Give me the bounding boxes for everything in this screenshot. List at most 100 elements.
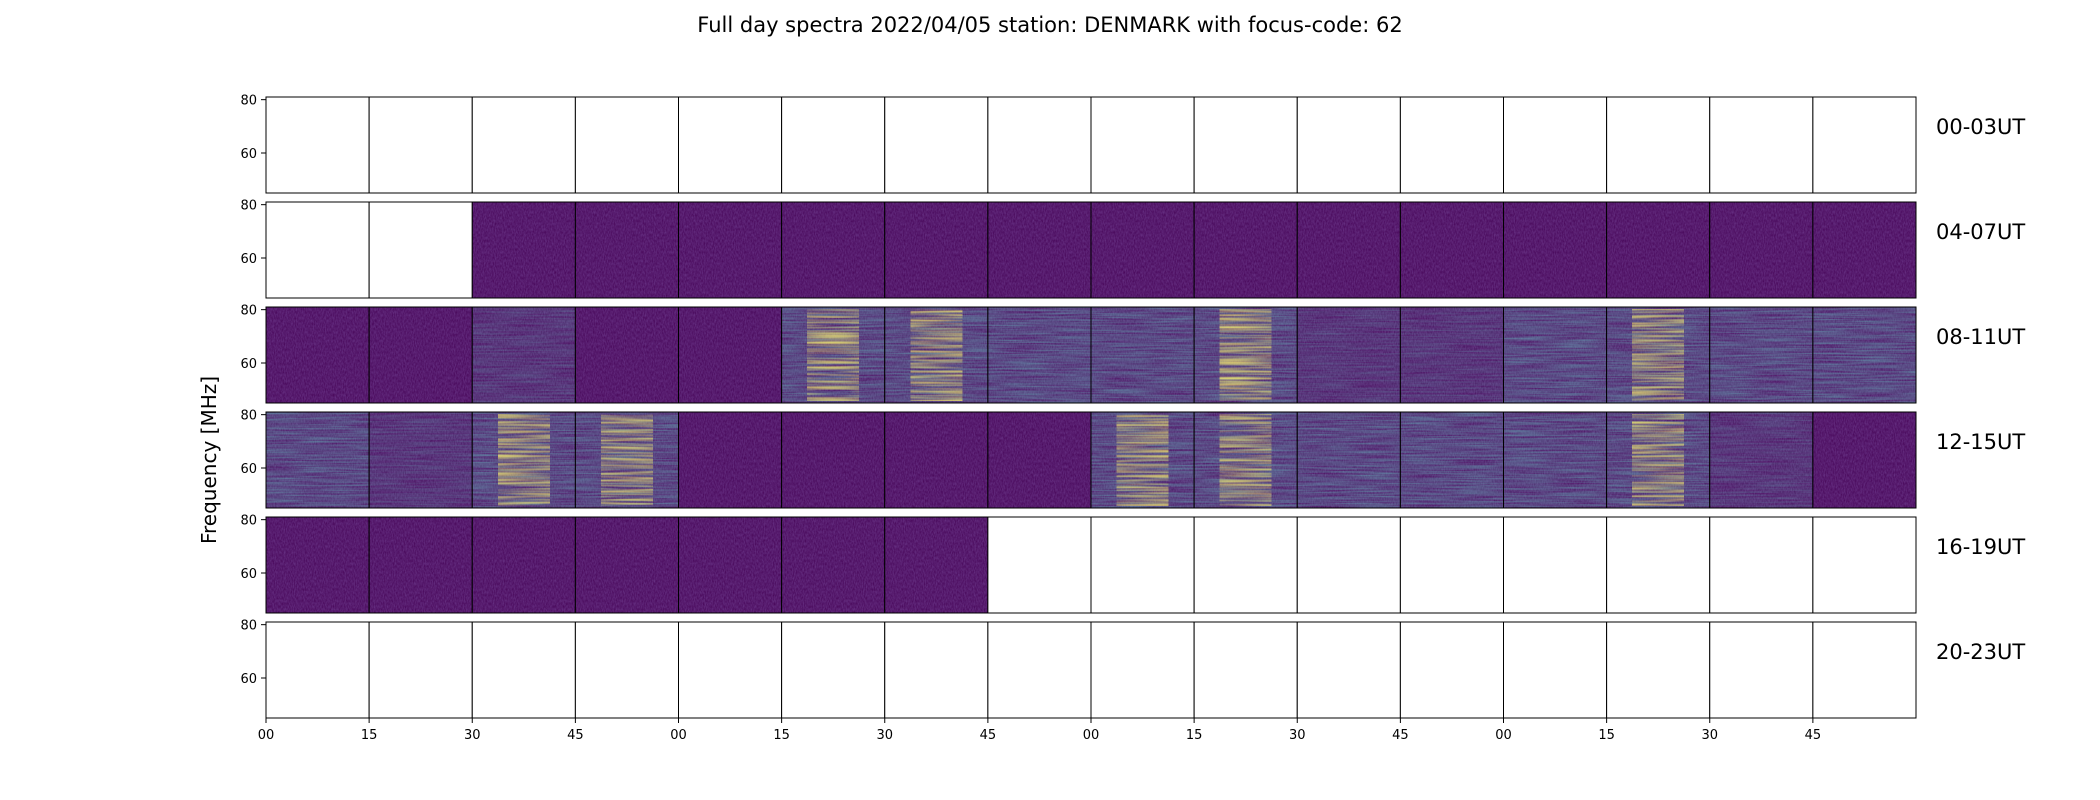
panel-burst — [1116, 414, 1169, 506]
spectrum-panel — [471, 516, 576, 614]
spectrum-panel — [1606, 411, 1711, 509]
spectrum-panel — [1090, 96, 1195, 194]
x-tick-label: 00 — [1083, 728, 1100, 743]
empty-panel — [1812, 622, 1916, 718]
spectrum-panel — [1296, 96, 1401, 194]
spectrum-panel — [1503, 516, 1608, 614]
row-label: 00-03UT — [1936, 115, 2025, 139]
panel-noise — [369, 517, 473, 613]
empty-panel — [1606, 97, 1710, 193]
panel-noise — [266, 307, 370, 403]
chart-title: Full day spectra 2022/04/05 station: DEN… — [697, 13, 1402, 37]
spectrum-panel — [884, 96, 989, 194]
x-tick-label: 45 — [1392, 728, 1409, 743]
y-tick-label: 60 — [240, 252, 257, 267]
spectrum-panel — [1812, 621, 1917, 719]
empty-panel — [678, 97, 782, 193]
empty-panel — [1503, 517, 1607, 613]
panel-frame — [1812, 621, 1917, 719]
spectrum-panel — [1709, 516, 1814, 614]
panel-noise — [678, 202, 782, 298]
y-tick-label: 60 — [240, 462, 257, 477]
empty-panel — [575, 622, 679, 718]
spectrum-panel — [265, 516, 370, 614]
panel-noise — [884, 517, 988, 613]
spectrum-panel — [884, 411, 989, 509]
spectrum-panel — [678, 516, 783, 614]
spectrum-panel — [574, 621, 679, 719]
y-tick-label: 80 — [240, 199, 257, 214]
spectrum-panel — [471, 201, 576, 299]
empty-panel — [369, 622, 473, 718]
empty-panel — [1400, 97, 1504, 193]
spectrum-panel — [1606, 621, 1711, 719]
x-axis: 00 15 30 45 00 15 30 45 00 15 30 45 00 15 30 45 — [258, 718, 1821, 743]
empty-panel — [1297, 622, 1401, 718]
empty-panel — [472, 97, 576, 193]
spectrum-panel — [1812, 201, 1917, 299]
empty-panel — [987, 97, 1091, 193]
y-axis-label: Frequency [MHz] — [197, 376, 221, 544]
panel-bands — [1297, 412, 1401, 508]
y-tick-label: 80 — [240, 304, 257, 319]
row-12-15UT: 80 60 12-15UT — [240, 409, 2025, 509]
spectrum-panel — [781, 96, 886, 194]
empty-panel — [987, 517, 1091, 613]
spectrum-panel — [1399, 306, 1504, 404]
x-tick-label: 30 — [876, 728, 893, 743]
panel-noise — [987, 412, 1091, 508]
spectrum-panel — [1606, 201, 1711, 299]
spectrum-panel — [1193, 516, 1298, 614]
panel-bands — [1503, 307, 1607, 403]
empty-panel — [1709, 622, 1813, 718]
panel-bands — [1400, 307, 1504, 403]
spectrum-panel — [1399, 96, 1504, 194]
empty-panel — [1194, 517, 1298, 613]
panel-bands — [1400, 412, 1504, 508]
row-label: 12-15UT — [1936, 430, 2025, 454]
spectrum-panel — [1296, 201, 1401, 299]
x-tick-label: 00 — [1495, 728, 1512, 743]
row-08-11UT: 80 60 08-11UT — [240, 304, 2025, 404]
spectrum-panel — [368, 306, 473, 404]
panel-noise — [781, 517, 885, 613]
x-tick-label: 15 — [1598, 728, 1615, 743]
panel-noise — [1194, 202, 1298, 298]
panel-noise — [1297, 202, 1401, 298]
empty-panel — [1812, 517, 1916, 613]
empty-panel — [1297, 97, 1401, 193]
empty-panel — [369, 202, 473, 298]
panel-frame — [1812, 306, 1917, 404]
empty-panel — [884, 622, 988, 718]
spectrum-panel — [781, 201, 886, 299]
spectrum-panel — [987, 621, 1092, 719]
spectrum-panel — [1090, 201, 1195, 299]
panel-noise — [472, 202, 576, 298]
panel-noise — [1091, 202, 1195, 298]
panel-noise — [575, 307, 679, 403]
empty-panel — [266, 622, 370, 718]
empty-panel — [1709, 517, 1813, 613]
spectrum-panel — [368, 411, 473, 509]
panel-noise — [781, 412, 885, 508]
x-tick-label: 45 — [1805, 728, 1822, 743]
spectrum-panel — [678, 621, 783, 719]
empty-panel — [1606, 622, 1710, 718]
y-tick-label: 80 — [240, 94, 257, 109]
spectrum-panel — [471, 306, 576, 404]
spectrum-panel — [678, 96, 783, 194]
spectrum-panel — [781, 621, 886, 719]
spectrum-panel — [884, 516, 989, 614]
spectrum-panel — [1503, 96, 1608, 194]
panel-noise — [678, 307, 782, 403]
panel-noise — [987, 202, 1091, 298]
spectrum-panel — [781, 306, 886, 404]
empty-panel — [884, 97, 988, 193]
row-20-23UT: 80 60 20-23UT — [240, 619, 2025, 719]
spectrum-panel — [1296, 621, 1401, 719]
panel-rows: 80 60 00-03UT 80 60 04-07UT 80 60 08-11UT 80 60 12-… — [240, 94, 2025, 719]
empty-panel — [266, 202, 370, 298]
empty-panel — [1812, 97, 1916, 193]
empty-panel — [1709, 97, 1813, 193]
